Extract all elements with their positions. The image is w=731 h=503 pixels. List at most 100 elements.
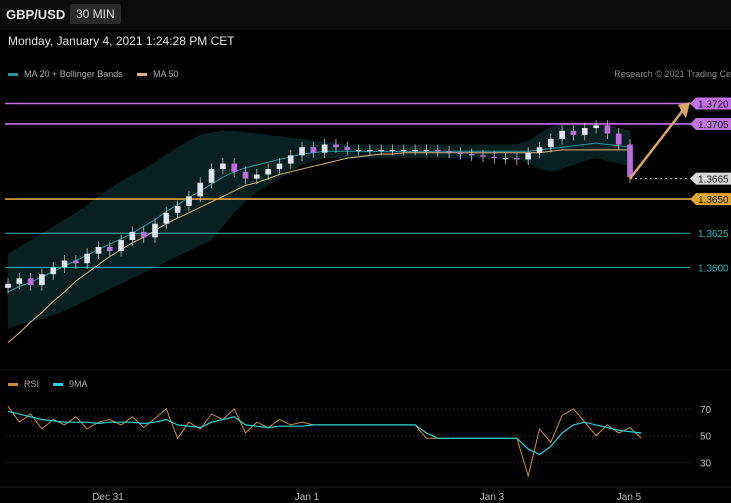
datetime-label: Monday, January 4, 2021 1:24:28 PM CET [8, 34, 235, 48]
candle [627, 139, 633, 183]
legend-ma50: MA 50 [137, 69, 179, 79]
candle-body [174, 205, 181, 213]
legend-swatch [8, 382, 18, 386]
candle-body [186, 196, 192, 206]
candle-body [129, 231, 136, 241]
price-tag-1.3650: 1.3650 [690, 193, 731, 206]
candle [446, 145, 452, 159]
legend-swatch [8, 72, 18, 76]
candle [333, 139, 339, 153]
candle [61, 255, 68, 273]
candle [367, 144, 373, 156]
candle-body [536, 147, 543, 153]
candle-body [480, 155, 486, 157]
price-tag-bg [690, 193, 731, 206]
candle-body [321, 144, 328, 153]
candle-body [231, 163, 238, 172]
price-tag-label: 1.3665 [698, 175, 729, 186]
legend-swatch [137, 72, 147, 76]
x-tick-label: Jan 3 [480, 492, 505, 503]
candle [106, 241, 113, 257]
candle [197, 177, 204, 202]
candle-body [106, 246, 113, 251]
candle [265, 163, 271, 180]
candle-body [423, 149, 430, 152]
candle [593, 119, 599, 134]
candle [559, 125, 565, 145]
x-tick-label: Jan 1 [295, 492, 320, 503]
timeframe-button[interactable]: 30 MIN [70, 4, 121, 24]
legend-swatch [53, 382, 63, 386]
candle-body [491, 156, 498, 159]
candle-body [61, 260, 68, 268]
candle [480, 149, 486, 163]
candle [570, 125, 577, 141]
candle [50, 261, 57, 280]
rsi-9ma-line [7, 410, 642, 456]
candle [208, 163, 215, 189]
candle-body [95, 246, 102, 254]
candle-body [378, 149, 385, 152]
candle [163, 207, 170, 230]
candle [548, 133, 554, 153]
candle [73, 255, 79, 269]
candle [152, 218, 158, 243]
candle [276, 158, 283, 175]
legend-label: MA 20 + Bollinger Bands [24, 69, 123, 79]
legend-label: MA 50 [153, 69, 179, 79]
price-tag-1.3720: 1.3720 [690, 97, 731, 110]
candle-body [525, 152, 532, 160]
candle-body [287, 155, 294, 164]
candle-body [84, 253, 90, 264]
candle-body [412, 149, 418, 152]
candle-body [627, 144, 633, 178]
candle-body [355, 149, 362, 152]
candle [299, 141, 305, 161]
price-level-label: 1.3625 [698, 229, 729, 240]
candle-body [333, 144, 339, 148]
candle-body [118, 240, 124, 251]
candle [604, 119, 611, 139]
candle-body [197, 182, 204, 197]
candle-body [548, 139, 554, 148]
candle [95, 241, 102, 260]
price-level-label: 1.3600 [698, 263, 729, 274]
candle-body [468, 154, 475, 156]
candle [5, 278, 11, 294]
candle-body [276, 163, 283, 170]
candle [253, 169, 260, 185]
legend-rsi: RSI [8, 379, 39, 389]
candle [581, 122, 588, 141]
candle-body [514, 158, 520, 160]
legend-9ma: 9MA [53, 379, 88, 389]
candle [514, 152, 520, 165]
candle-body [457, 152, 464, 155]
ma20-line [7, 142, 631, 293]
candle [84, 248, 90, 269]
candle-body [367, 149, 373, 152]
candle [434, 144, 441, 157]
candle-body [502, 158, 509, 160]
symbol-label: GBP/USD [6, 7, 66, 22]
chart-header: GBP/USD 30 MIN [0, 0, 731, 30]
projection-arrow-line [629, 108, 685, 180]
candle [491, 151, 498, 164]
price-tag-label: 1.3705 [698, 120, 729, 131]
candle [174, 200, 181, 219]
candle-body [5, 283, 11, 288]
legend-label: 9MA [69, 379, 88, 389]
candle-body [253, 174, 260, 179]
candle-body [389, 149, 396, 152]
candle-body [299, 147, 305, 156]
price-tag-bg [690, 97, 731, 110]
candle-body [604, 125, 611, 134]
candle-body [400, 149, 407, 152]
candle-body [208, 169, 215, 183]
x-tick-label: Jan 5 [617, 492, 642, 503]
copyright-text: Research © 2021 Trading Ce [614, 69, 731, 79]
candle [27, 272, 34, 291]
candle-body [27, 278, 34, 286]
candle [129, 226, 136, 246]
rsi-tick-label: 70 [700, 405, 712, 416]
